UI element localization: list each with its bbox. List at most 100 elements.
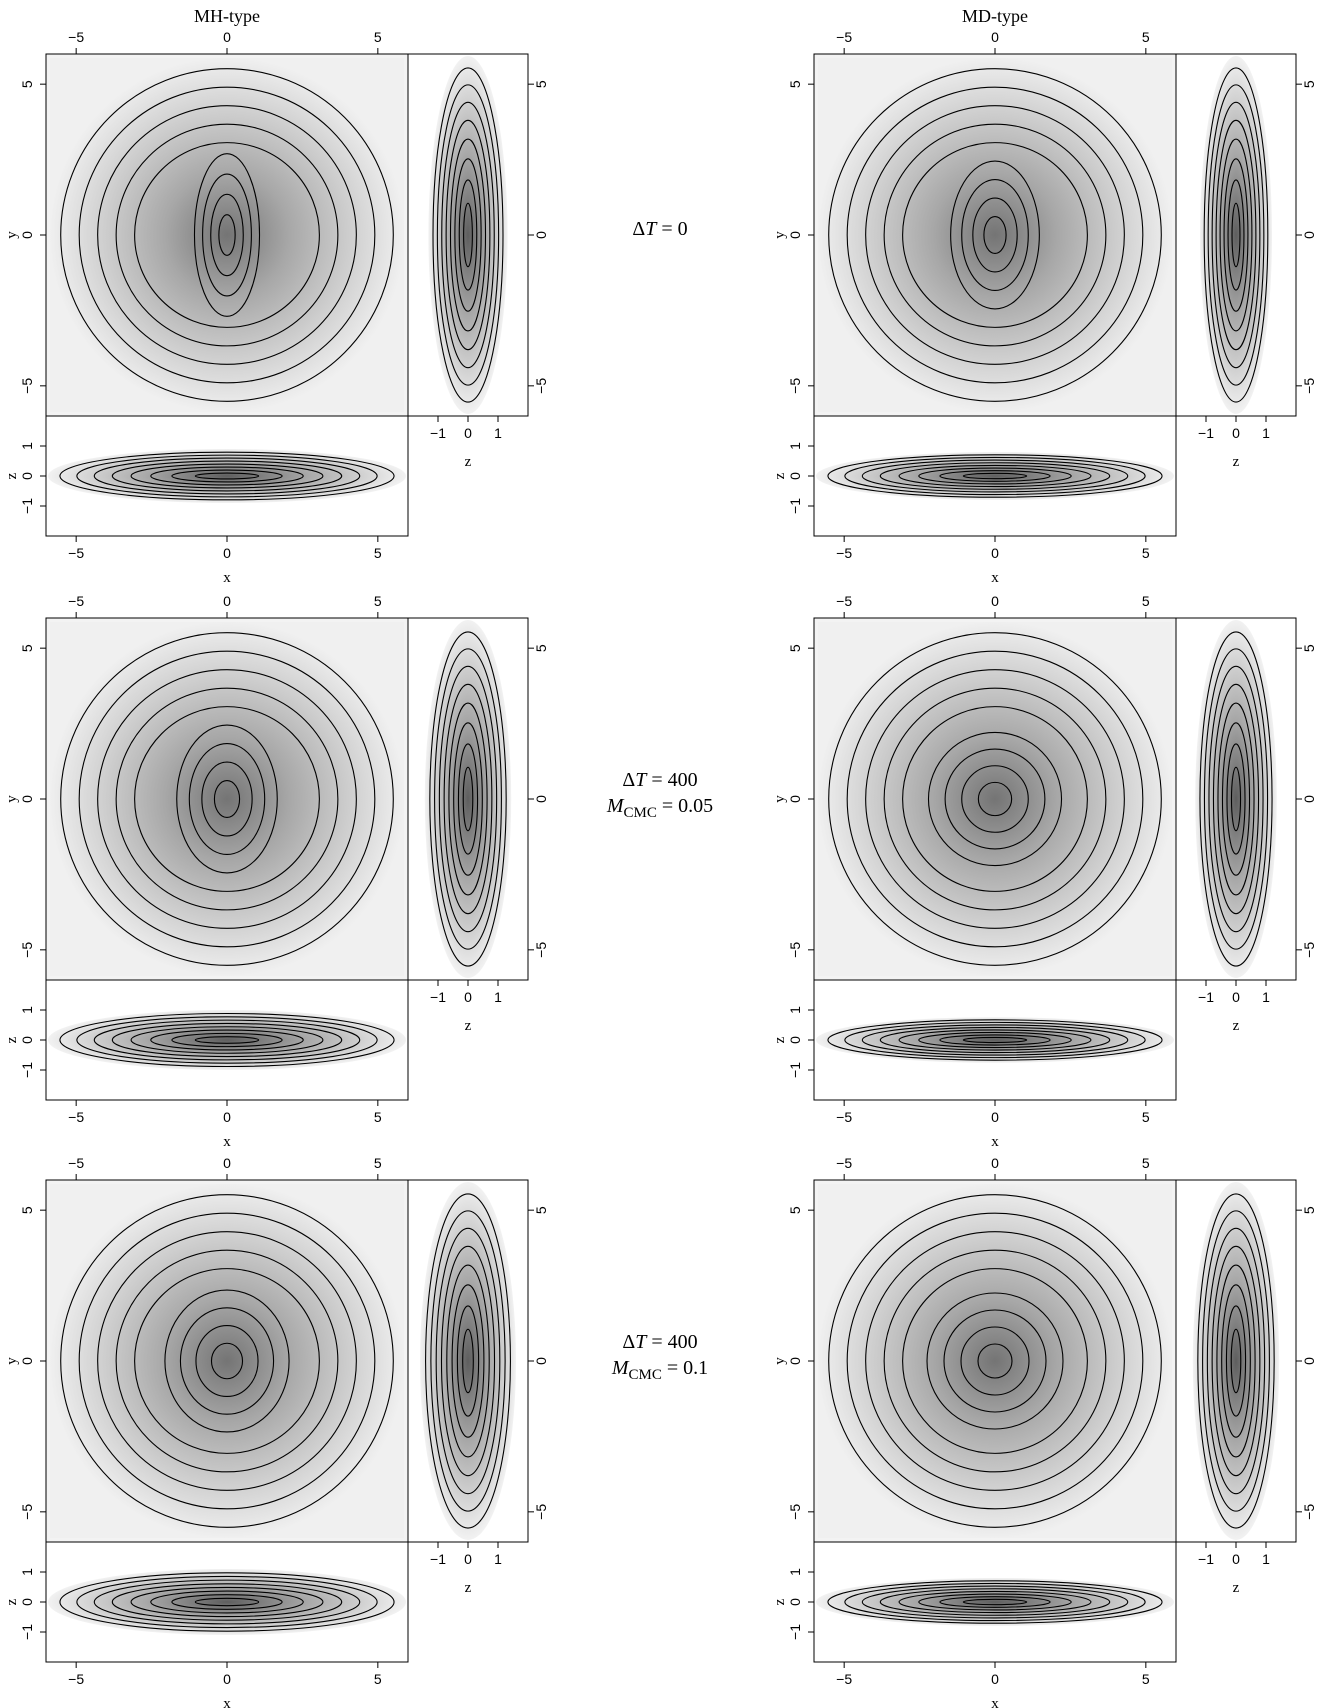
annotation-variable: M — [611, 1357, 630, 1379]
z-axis-label-bottom: z — [4, 472, 20, 479]
xz-bottom-tick-label: 5 — [374, 545, 382, 561]
annotation-value: = 400 — [646, 769, 697, 791]
xz-density-map — [48, 1010, 406, 1070]
xz-bottom-tick-label: 5 — [1142, 545, 1150, 561]
xy-top-tick-label: 5 — [1142, 1155, 1150, 1171]
xz-left-tick-label: 1 — [19, 1006, 35, 1014]
z-axis-label-side: z — [465, 1018, 472, 1034]
yz-right-tick-label: −5 — [1301, 378, 1317, 394]
xy-top-tick-label: 0 — [223, 1155, 231, 1171]
xz-bottom-tick-label: −5 — [68, 545, 84, 561]
annotation-symbol: Δ — [632, 218, 645, 240]
xz-left-tick-label: −1 — [19, 1062, 35, 1078]
xy-left-tick-label: 0 — [787, 231, 803, 239]
xz-left-tick-label: 1 — [787, 1006, 803, 1014]
z-axis-label-bottom: z — [4, 1036, 20, 1043]
xy-density-map — [818, 58, 1172, 412]
xy-top-tick-label: 0 — [991, 29, 999, 45]
panel-group-r0-c0: −5 0 5−505y−505−1 0 1z−101z−5 0 5x — [4, 29, 549, 586]
yz-density-map — [1195, 620, 1277, 978]
z-axis-label-bottom: z — [4, 1598, 20, 1605]
z-axis-label-bottom: z — [772, 1036, 788, 1043]
xz-left-tick-label: 0 — [787, 472, 803, 480]
x-axis-label: x — [223, 570, 231, 586]
xz-density-map — [816, 1017, 1174, 1063]
xy-left-tick-label: −5 — [19, 942, 35, 958]
xz-left-tick-label: −1 — [19, 498, 35, 514]
xz-left-tick-label: 0 — [19, 1036, 35, 1044]
xz-bottom-tick-label: 0 — [991, 1109, 999, 1125]
xy-density-map — [50, 1184, 404, 1538]
yz-bottom-tick-label: −1 — [430, 1551, 446, 1567]
xy-density-map — [50, 58, 404, 412]
xy-density-map — [818, 622, 1172, 976]
xz-bottom-tick-label: 0 — [223, 1109, 231, 1125]
xy-left-tick-label: 5 — [787, 1206, 803, 1214]
yz-density-map — [425, 620, 511, 978]
yz-bottom-tick-label: 1 — [1262, 1551, 1270, 1567]
xz-bottom-tick-label: −5 — [836, 1671, 852, 1687]
xz-left-tick-label: 0 — [787, 1598, 803, 1606]
xz-left-tick-label: −1 — [787, 498, 803, 514]
row-annotation-1-1: MCMC = 0.05 — [606, 795, 713, 821]
x-axis-label: x — [991, 1134, 999, 1150]
xy-left-tick-label: 0 — [19, 795, 35, 803]
yz-bottom-tick-label: −1 — [430, 989, 446, 1005]
xy-top-tick-label: 0 — [991, 593, 999, 609]
panel-group-r1-c1: −5 0 5−505y−505−1 0 1z−101z−5 0 5x — [772, 593, 1317, 1150]
xz-bottom-tick-label: 5 — [374, 1109, 382, 1125]
xz-bottom-tick-label: −5 — [68, 1671, 84, 1687]
yz-bottom-tick-label: 1 — [494, 425, 502, 441]
yz-density-map — [428, 56, 507, 414]
xy-left-tick-label: 5 — [19, 644, 35, 652]
xz-left-tick-label: −1 — [19, 1624, 35, 1640]
yz-bottom-tick-label: 1 — [1262, 425, 1270, 441]
yz-bottom-tick-label: −1 — [1198, 989, 1214, 1005]
xy-left-tick-label: 0 — [787, 1357, 803, 1365]
xz-bottom-tick-label: −5 — [836, 1109, 852, 1125]
xy-left-tick-label: −5 — [19, 1504, 35, 1520]
xy-top-tick-label: 5 — [1142, 593, 1150, 609]
y-axis-label: y — [772, 1357, 788, 1365]
yz-bottom-tick-label: 0 — [464, 1551, 472, 1567]
panel-group-r0-c1: −5 0 5−505y−505−1 0 1z−101z−5 0 5x — [772, 29, 1317, 586]
z-axis-label-side: z — [1233, 1018, 1240, 1034]
yz-bottom-tick-label: −1 — [430, 425, 446, 441]
annotation-value: = 0.05 — [657, 795, 713, 817]
yz-right-tick-label: 5 — [1301, 80, 1317, 88]
xz-density-map — [816, 1578, 1174, 1626]
xy-top-tick-label: −5 — [836, 1155, 852, 1171]
annotation-value: = 400 — [646, 1331, 697, 1353]
yz-right-tick-label: 5 — [533, 1206, 549, 1214]
row-annotation-2-1: MCMC = 0.1 — [611, 1357, 708, 1383]
yz-bottom-tick-label: 0 — [464, 989, 472, 1005]
xy-top-tick-label: −5 — [836, 593, 852, 609]
yz-bottom-tick-label: −1 — [1198, 425, 1214, 441]
yz-right-tick-label: −5 — [1301, 1504, 1317, 1520]
xy-top-tick-label: 5 — [374, 1155, 382, 1171]
panel-group-r2-c1: −5 0 5 −5 0 5 y −5 0 5 −1 0 1 z −1 0 1 z −5 0 5 x — [772, 1155, 1317, 1708]
yz-bottom-tick-label: 1 — [1262, 989, 1270, 1005]
xy-left-tick-label: 5 — [19, 80, 35, 88]
x-axis-label: x — [991, 1696, 999, 1708]
column-title-0: MH-type — [194, 6, 260, 26]
xz-density-map — [816, 452, 1174, 500]
annotation-symbol: Δ — [622, 1331, 635, 1353]
yz-bottom-tick-label: 0 — [464, 425, 472, 441]
xz-bottom-tick-label: −5 — [836, 545, 852, 561]
xy-top-tick-label: −5 — [68, 593, 84, 609]
x-axis-label: x — [991, 570, 999, 586]
xy-top-tick-label: 0 — [991, 1155, 999, 1171]
xz-left-tick-label: −1 — [787, 1624, 803, 1640]
xz-left-tick-label: 0 — [19, 472, 35, 480]
yz-bottom-tick-label: −1 — [1198, 1551, 1214, 1567]
panel-group-r2-c0: −5 0 5 −5 0 5 y −5 0 5 −1 0 1 z −1 0 1 z −5 0 5 x — [4, 1155, 549, 1708]
row-annotation-1-0: ΔT = 400 — [622, 769, 697, 791]
yz-density-map — [1193, 1182, 1279, 1540]
xy-left-tick-label: −5 — [787, 378, 803, 394]
annotation-subscript: CMC — [624, 805, 657, 821]
yz-right-tick-label: 5 — [1301, 644, 1317, 652]
xy-density-map — [50, 622, 404, 976]
xz-density-map — [48, 449, 406, 503]
